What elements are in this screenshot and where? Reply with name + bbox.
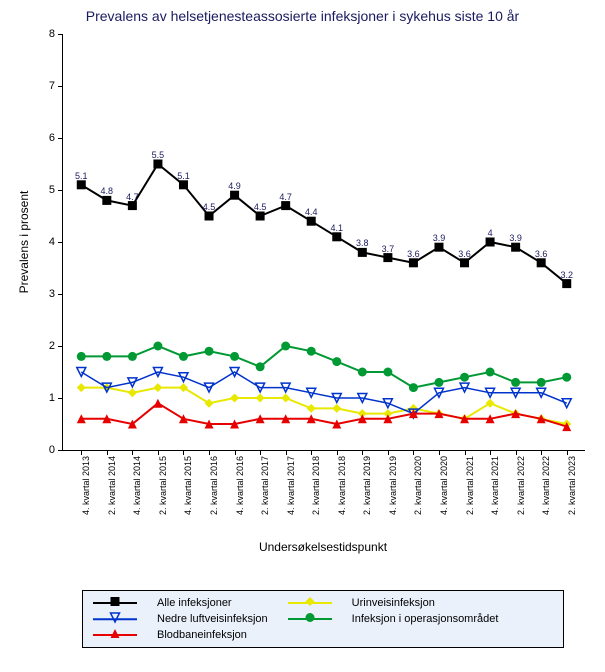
x-tick-label: 2. kvartal 2018 (311, 456, 321, 515)
x-tick-label: 4. kvartal 2015 (183, 456, 193, 515)
x-axis-label: Undersøkelsestidspunkt (259, 540, 387, 554)
legend-label: Alle infeksjoner (157, 597, 268, 609)
y-tick-label: 0 (49, 444, 63, 456)
x-tick-label: 4. kvartal 2014 (132, 456, 142, 515)
x-tick-label: 4. kvartal 2018 (337, 456, 347, 515)
point-label: 5.1 (75, 171, 88, 181)
point-label: 3.8 (356, 238, 369, 248)
y-tick-label: 1 (49, 392, 63, 404)
y-tick-label: 7 (49, 80, 63, 92)
x-tick-label: 2. kvartal 2017 (260, 456, 270, 515)
x-tick-label: 4. kvartal 2013 (81, 456, 91, 515)
x-tick (439, 450, 440, 455)
legend-label: Urinveisinfeksjon (352, 597, 499, 609)
y-tick-label: 8 (49, 28, 63, 40)
point-label: 3.9 (509, 233, 522, 243)
x-tick (158, 450, 159, 455)
x-tick-label: 2. kvartal 2015 (158, 456, 168, 515)
x-tick (567, 450, 568, 455)
point-label: 4 (488, 228, 493, 238)
legend-swatch (93, 613, 137, 625)
x-tick (81, 450, 82, 455)
point-label: 3.6 (458, 249, 471, 259)
x-tick-label: 4. kvartal 2016 (235, 456, 245, 515)
labels-layer: 5.1 4.8 4.7 5.5 5.1 4.5 4.9 4.5 4.7 4.4 4.1 3.8 3.7 3… (63, 34, 585, 450)
point-label: 3.2 (560, 270, 573, 280)
point-label: 4.1 (331, 223, 344, 233)
x-tick-label: 4. kvartal 2017 (286, 456, 296, 515)
x-tick (337, 450, 338, 455)
x-tick (541, 450, 542, 455)
legend-label: Infeksjon i operasjonsområdet (352, 613, 499, 625)
x-tick (516, 450, 517, 455)
y-tick-label: 5 (49, 184, 63, 196)
x-tick-label: 2. kvartal 2019 (362, 456, 372, 515)
point-label: 4.7 (279, 192, 292, 202)
x-tick (413, 450, 414, 455)
point-label: 3.9 (433, 233, 446, 243)
x-tick-label: 2. kvartal 2022 (516, 456, 526, 515)
point-label: 3.6 (535, 249, 548, 259)
x-tick (260, 450, 261, 455)
x-tick (388, 450, 389, 455)
x-tick (235, 450, 236, 455)
y-tick-label: 2 (49, 340, 63, 352)
x-tick (490, 450, 491, 455)
x-tick-label: 2. kvartal 2016 (209, 456, 219, 515)
legend-label: Nedre luftveisinfeksjon (157, 613, 268, 625)
legend: Alle infeksjoner Urinveisinfeksjon Nedre l… (82, 590, 564, 648)
x-tick (465, 450, 466, 455)
x-tick (311, 450, 312, 455)
chart-title: Prevalens av helsetjenesteassosierte inf… (0, 8, 605, 24)
legend-swatch (93, 629, 137, 641)
point-label: 4.7 (126, 192, 139, 202)
plot-area: 5.1 4.8 4.7 5.5 5.1 4.5 4.9 4.5 4.7 4.4 4.1 3.8 3.7 3… (62, 34, 585, 451)
x-tick-label: 2. kvartal 2020 (413, 456, 423, 515)
x-tick (362, 450, 363, 455)
x-tick-label: 2. kvartal 2014 (107, 456, 117, 515)
y-axis-label: Prevalens i prosent (17, 191, 31, 294)
y-tick-label: 6 (49, 132, 63, 144)
point-label: 5.5 (152, 150, 165, 160)
x-tick (286, 450, 287, 455)
legend-label: Blodbaneinfeksjon (157, 629, 268, 641)
x-tick (209, 450, 210, 455)
point-label: 4.5 (203, 202, 216, 212)
x-tick (132, 450, 133, 455)
legend-swatch (288, 613, 332, 625)
x-tick-label: 4. kvartal 2019 (388, 456, 398, 515)
chart-container: Prevalens av helsetjenesteassosierte inf… (0, 0, 605, 672)
point-label: 5.1 (177, 171, 190, 181)
legend-swatch (93, 597, 137, 609)
point-label: 4.9 (228, 181, 241, 191)
x-tick-label: 2. kvartal 2023 (567, 456, 577, 515)
y-tick-label: 4 (49, 236, 63, 248)
y-tick-label: 3 (49, 288, 63, 300)
x-tick (183, 450, 184, 455)
x-tick (107, 450, 108, 455)
point-label: 4.8 (101, 186, 114, 196)
x-tick-label: 4. kvartal 2020 (439, 456, 449, 515)
x-tick-label: 4. kvartal 2021 (490, 456, 500, 515)
x-tick-label: 4. kvartal 2022 (541, 456, 551, 515)
legend-swatch (288, 597, 332, 609)
x-tick-label: 2. kvartal 2021 (465, 456, 475, 515)
point-label: 3.6 (407, 249, 420, 259)
point-label: 3.7 (382, 244, 395, 254)
point-label: 4.4 (305, 207, 318, 217)
point-label: 4.5 (254, 202, 267, 212)
